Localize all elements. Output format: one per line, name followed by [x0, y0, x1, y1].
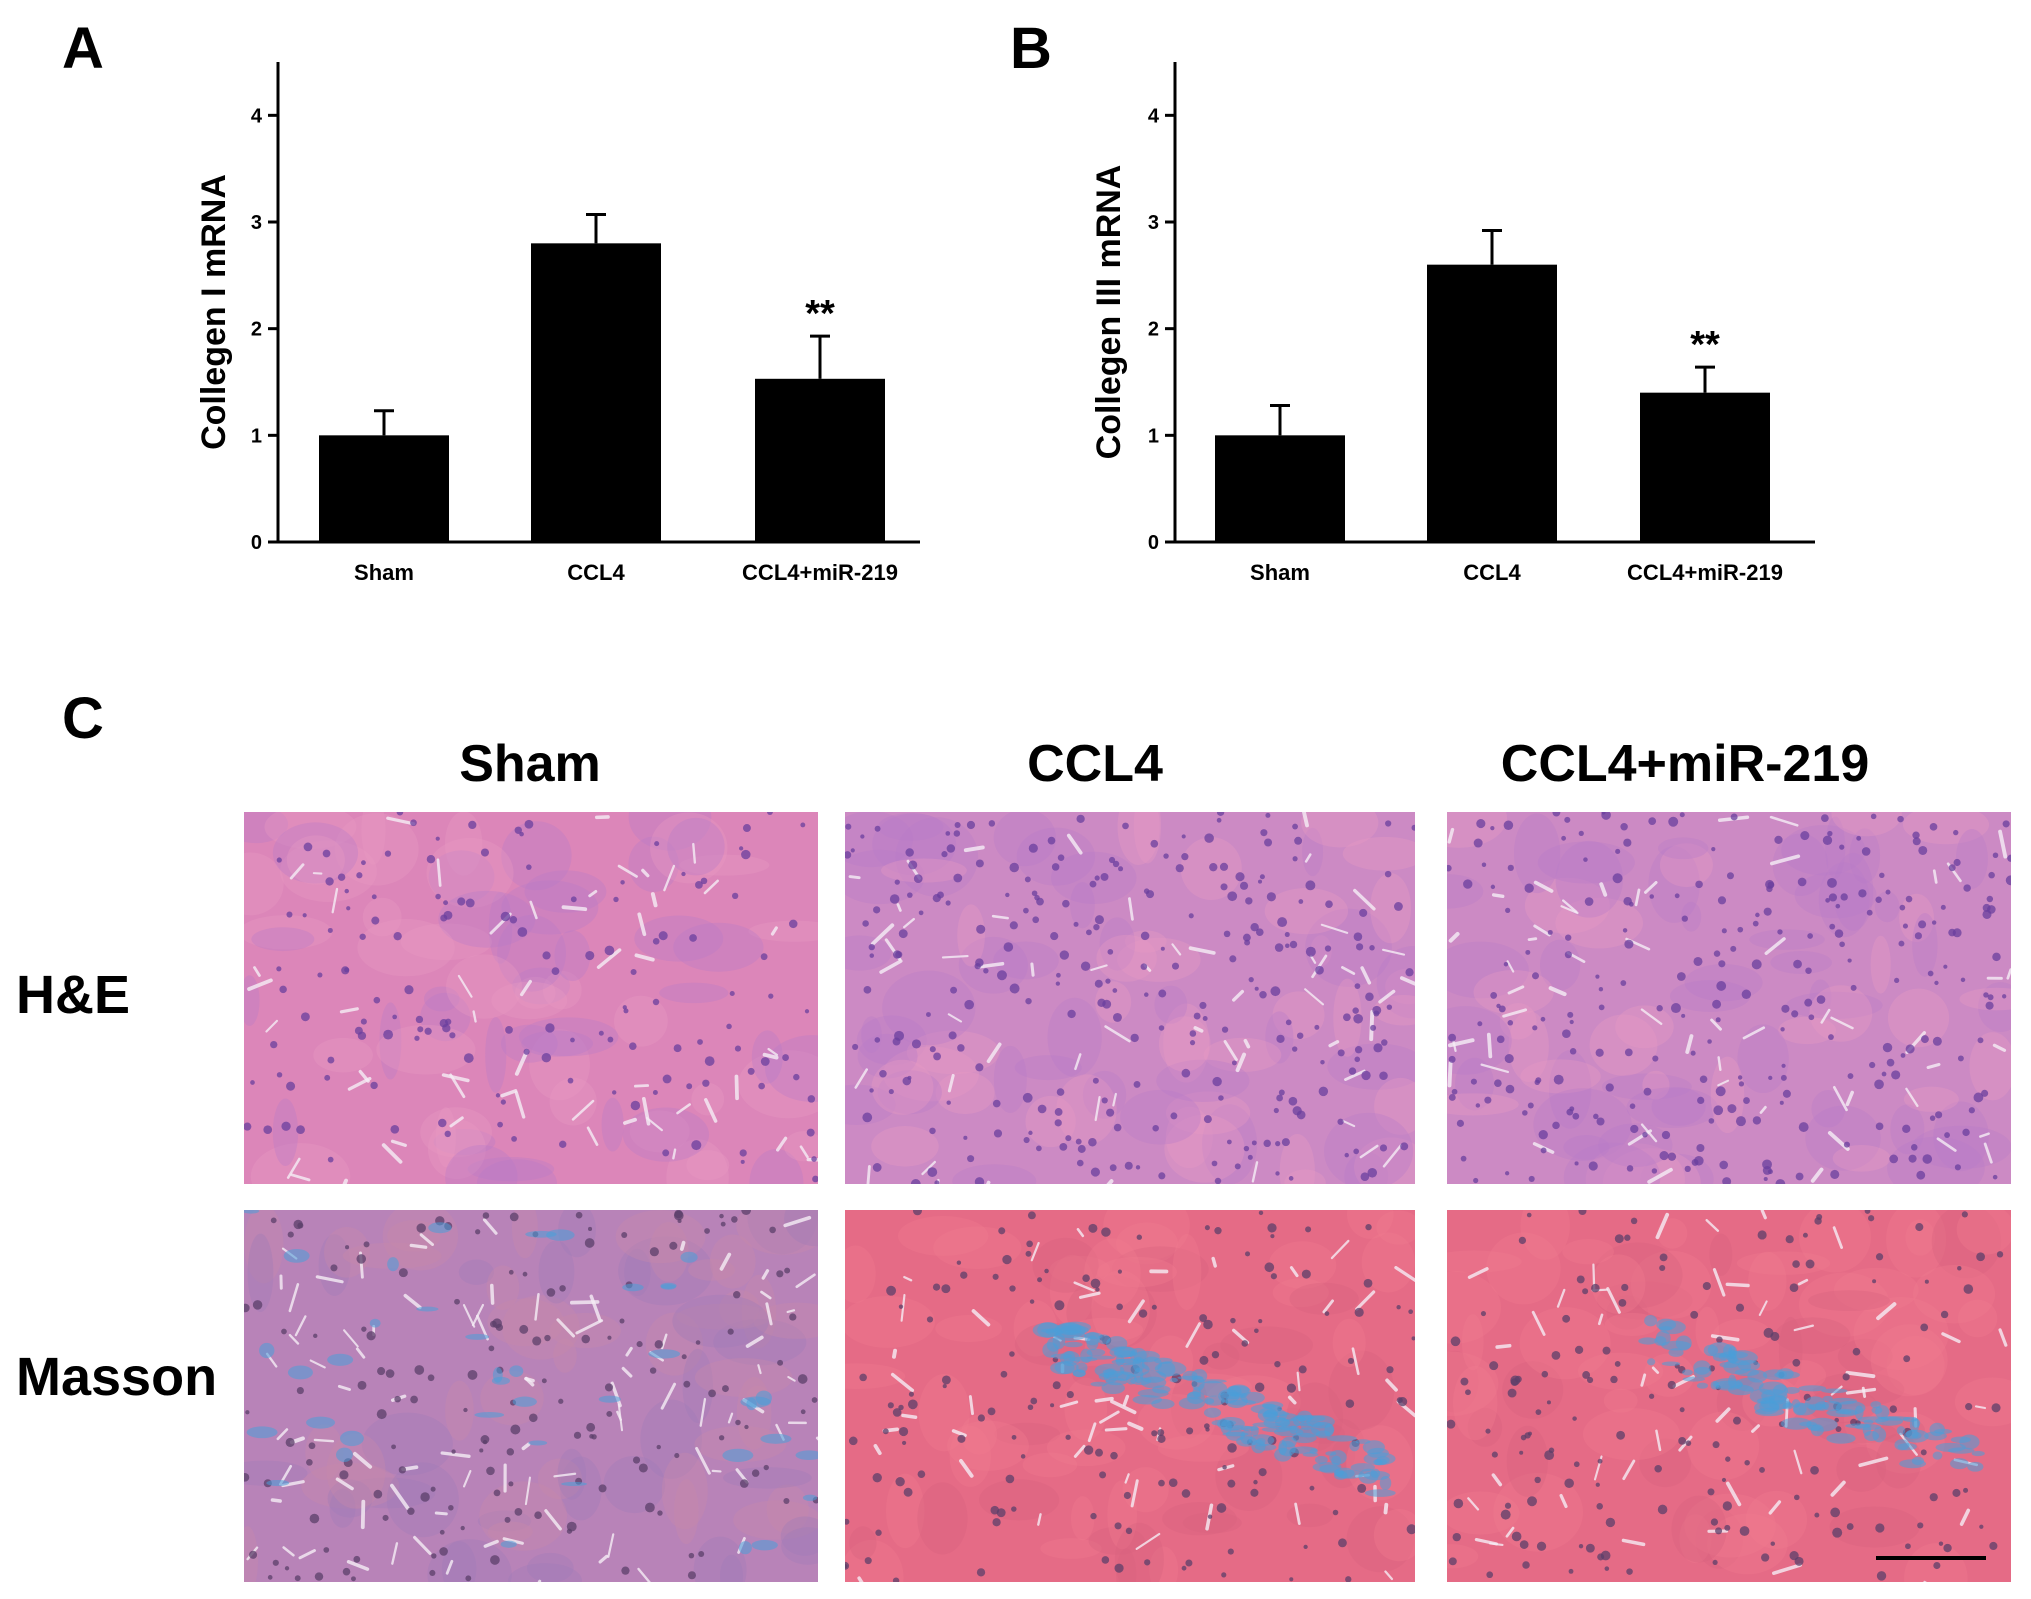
micrograph-masson-ccl4	[845, 1210, 1415, 1582]
x-tick-label: CCL4	[567, 560, 625, 585]
bar	[319, 435, 449, 542]
y-tick-label: 0	[251, 532, 262, 554]
significance-label: **	[1690, 324, 1720, 366]
y-tick-label: 2	[251, 319, 262, 341]
micrograph-he-ccl4	[845, 812, 1415, 1184]
column-header-ccl4-mir219: CCL4+miR-219	[1500, 735, 1870, 793]
row-label-he: H&E	[16, 965, 131, 1025]
scale-bar	[1876, 1556, 1986, 1560]
y-tick-label: 4	[1148, 105, 1160, 127]
bar	[531, 243, 661, 543]
y-axis-label: Collegen I mRNA	[195, 174, 233, 450]
x-tick-label: CCL4	[1463, 560, 1521, 585]
panel-letter-b: B	[1010, 16, 1052, 81]
panel-letter-c: C	[62, 686, 104, 751]
x-tick-label: CCL4+miR-219	[742, 560, 898, 585]
bar-chart-collagen-i: 0 1 2 3 4 Collegen I mRNA Sham CCL4 ** CCL4+miR-2…	[195, 62, 920, 585]
row-label-masson: Masson	[16, 1347, 218, 1407]
bar	[1427, 264, 1557, 542]
y-axis-label: Collegen III mRNA	[1090, 165, 1128, 460]
x-tick-label: CCL4+miR-219	[1627, 560, 1783, 585]
panel-letter-a: A	[62, 16, 104, 81]
y-tick-label: 2	[1148, 319, 1159, 341]
y-tick-label: 4	[251, 105, 263, 127]
micrograph-he-sham	[244, 812, 818, 1184]
y-tick-label: 3	[251, 212, 262, 234]
bar	[755, 378, 885, 542]
micrograph-masson-ccl4-mir219	[1447, 1210, 2011, 1582]
x-tick-label: Sham	[354, 560, 414, 585]
micrograph-he-ccl4-mir219	[1447, 812, 2011, 1184]
y-tick-label: 1	[251, 425, 262, 447]
x-tick-label: Sham	[1250, 560, 1310, 585]
micrograph-masson-sham	[244, 1210, 818, 1582]
y-tick-label: 0	[1148, 532, 1159, 554]
column-header-sham: Sham	[459, 735, 601, 793]
y-tick-label: 1	[1148, 425, 1159, 447]
bar	[1215, 435, 1345, 542]
significance-label: **	[805, 293, 835, 335]
y-tick-label: 3	[1148, 212, 1159, 234]
bar-chart-collagen-iii: 0 1 2 3 4 Collegen III mRNA Sham CCL4 ** CCL4+miR…	[1090, 62, 1815, 585]
column-header-ccl4: CCL4	[1027, 735, 1163, 793]
bar	[1640, 392, 1770, 542]
